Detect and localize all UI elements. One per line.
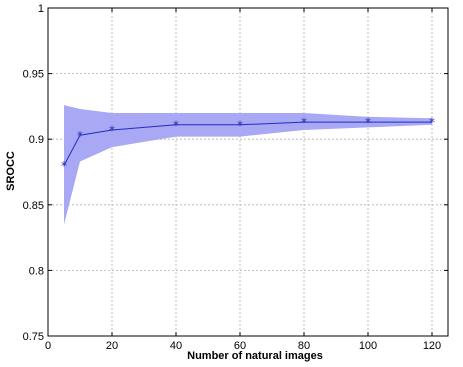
confidence-band	[64, 105, 432, 225]
x-tick-label: 60	[234, 340, 246, 352]
x-tick-label: 0	[45, 340, 51, 352]
y-tick-label: 0.75	[23, 331, 44, 343]
data-point-marker: *	[237, 118, 243, 132]
data-point-marker: *	[365, 116, 371, 130]
y-tick-label: 0.95	[23, 69, 44, 81]
y-tick-label: 0.9	[29, 134, 44, 146]
data-point-marker: *	[61, 159, 67, 173]
x-tick-label: 40	[170, 340, 182, 352]
x-axis: 0 20 40 60 80 100 120	[45, 8, 441, 352]
y-tick-label: 0.85	[23, 200, 44, 212]
series-line	[63, 121, 432, 166]
data-point-marker: *	[429, 116, 435, 130]
data-point-marker: *	[173, 118, 179, 132]
axes-background	[48, 8, 448, 336]
x-tick-label: 120	[423, 340, 441, 352]
data-point-marker: *	[77, 129, 83, 143]
y-tick-label: 1	[38, 3, 44, 15]
data-point-marker: *	[301, 116, 307, 130]
x-tick-label: 80	[298, 340, 310, 352]
y-axis-label: SROCC	[5, 151, 17, 191]
y-tick-label: 0.8	[29, 265, 44, 277]
plot-area: * * * * * * * *	[47, 7, 449, 337]
x-tick-label: 20	[106, 340, 118, 352]
x-tick-label: 100	[359, 340, 377, 352]
y-axis: 0.75 0.8 0.85 0.9 0.95 1	[23, 3, 448, 343]
data-point-marker: *	[109, 124, 115, 138]
x-axis-label: Number of natural images	[187, 350, 323, 362]
axes-frame	[47, 7, 449, 337]
